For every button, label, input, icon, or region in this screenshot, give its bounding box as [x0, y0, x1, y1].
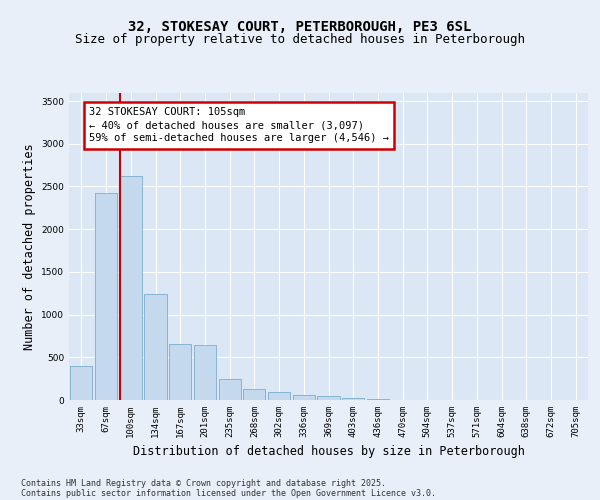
- Text: 32, STOKESAY COURT, PETERBOROUGH, PE3 6SL: 32, STOKESAY COURT, PETERBOROUGH, PE3 6S…: [128, 20, 472, 34]
- Y-axis label: Number of detached properties: Number of detached properties: [23, 143, 35, 350]
- Bar: [367, 399, 389, 400]
- Bar: [317, 396, 340, 400]
- Text: 32 STOKESAY COURT: 105sqm
← 40% of detached houses are smaller (3,097)
59% of se: 32 STOKESAY COURT: 105sqm ← 40% of detac…: [89, 107, 389, 144]
- X-axis label: Distribution of detached houses by size in Peterborough: Distribution of detached houses by size …: [133, 446, 524, 458]
- Bar: [268, 392, 290, 400]
- Bar: [194, 345, 216, 400]
- Bar: [243, 389, 265, 400]
- Bar: [169, 344, 191, 400]
- Bar: [145, 294, 167, 400]
- Bar: [95, 194, 117, 400]
- Bar: [293, 395, 315, 400]
- Bar: [70, 366, 92, 400]
- Text: Contains public sector information licensed under the Open Government Licence v3: Contains public sector information licen…: [21, 488, 436, 498]
- Bar: [342, 398, 364, 400]
- Bar: [119, 176, 142, 400]
- Bar: [218, 378, 241, 400]
- Text: Size of property relative to detached houses in Peterborough: Size of property relative to detached ho…: [75, 34, 525, 46]
- Text: Contains HM Land Registry data © Crown copyright and database right 2025.: Contains HM Land Registry data © Crown c…: [21, 478, 386, 488]
